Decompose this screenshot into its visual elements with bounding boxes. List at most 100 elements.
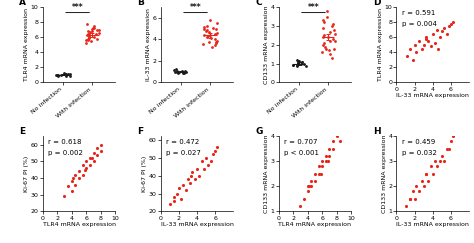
Point — [90, 151, 98, 155]
Text: ***: *** — [72, 3, 83, 12]
Point — [93, 146, 101, 150]
Point — [52, 73, 60, 77]
Point — [53, 73, 60, 77]
Point — [172, 70, 179, 74]
Point — [418, 47, 426, 51]
Point — [181, 71, 188, 75]
Point — [177, 197, 184, 201]
Point — [298, 60, 306, 64]
Point — [297, 204, 304, 208]
Point — [440, 26, 447, 30]
Point — [337, 139, 344, 143]
Point — [75, 169, 83, 173]
Point — [300, 197, 308, 201]
Point — [293, 58, 301, 62]
Point — [82, 38, 90, 42]
Point — [204, 163, 212, 167]
Text: B: B — [137, 0, 144, 7]
Point — [212, 40, 220, 43]
Point — [420, 184, 428, 188]
Point — [182, 188, 190, 192]
Point — [324, 9, 331, 13]
Point — [443, 32, 450, 35]
Point — [297, 62, 304, 66]
Point — [61, 72, 68, 76]
Point — [423, 37, 430, 41]
Point — [206, 30, 213, 34]
Y-axis label: IL-33 mRNA expression: IL-33 mRNA expression — [146, 8, 151, 81]
Point — [68, 179, 75, 183]
Point — [211, 37, 219, 41]
Point — [308, 179, 315, 183]
Point — [308, 184, 315, 188]
Point — [431, 41, 438, 45]
Point — [411, 197, 419, 201]
Point — [317, 172, 325, 176]
Point — [326, 147, 333, 151]
Point — [88, 156, 96, 160]
Point — [61, 194, 68, 198]
Point — [97, 149, 105, 153]
Point — [328, 24, 336, 28]
Point — [182, 69, 189, 72]
Point — [173, 70, 181, 74]
Text: ***: *** — [190, 3, 201, 12]
Text: ***: *** — [308, 3, 319, 12]
Point — [62, 74, 70, 78]
Point — [331, 32, 339, 35]
Text: A: A — [19, 0, 27, 7]
Point — [304, 190, 311, 193]
Text: p = 0.004: p = 0.004 — [402, 21, 437, 27]
Point — [406, 197, 414, 201]
Point — [212, 41, 219, 45]
Point — [178, 69, 185, 73]
Y-axis label: CD133 mRNA expression: CD133 mRNA expression — [382, 135, 387, 213]
Point — [187, 174, 194, 178]
Point — [415, 190, 423, 193]
Point — [329, 147, 337, 151]
Point — [81, 168, 89, 172]
Text: C: C — [255, 0, 262, 7]
Point — [90, 35, 98, 38]
Point — [304, 184, 311, 188]
Point — [422, 172, 429, 176]
Point — [294, 61, 302, 65]
Point — [72, 173, 79, 177]
Point — [92, 32, 100, 36]
Point — [322, 159, 329, 163]
Point — [321, 45, 328, 49]
Point — [189, 170, 196, 174]
Point — [95, 28, 103, 32]
Point — [85, 34, 93, 38]
Text: p = 0.002: p = 0.002 — [48, 150, 83, 156]
Point — [315, 165, 322, 168]
Point — [434, 165, 441, 168]
Point — [82, 159, 90, 163]
Point — [406, 197, 414, 201]
Point — [180, 183, 187, 187]
Point — [170, 68, 178, 72]
Point — [326, 52, 334, 56]
Point — [86, 163, 94, 167]
Point — [211, 149, 219, 153]
Point — [327, 39, 334, 43]
Point — [449, 134, 456, 138]
Point — [202, 156, 210, 160]
Point — [87, 39, 95, 43]
Point — [330, 37, 337, 41]
Point — [447, 139, 455, 143]
Point — [204, 35, 211, 39]
Point — [202, 29, 210, 33]
Text: H: H — [373, 127, 381, 136]
Point — [171, 199, 178, 203]
Point — [319, 159, 326, 163]
Point — [85, 35, 93, 39]
Point — [411, 43, 419, 47]
Point — [319, 18, 327, 22]
Point — [203, 28, 211, 32]
Point — [446, 24, 453, 28]
Point — [200, 25, 208, 28]
Point — [422, 35, 429, 39]
X-axis label: IL-33 mRNA expression: IL-33 mRNA expression — [161, 222, 233, 227]
Text: F: F — [137, 127, 144, 136]
